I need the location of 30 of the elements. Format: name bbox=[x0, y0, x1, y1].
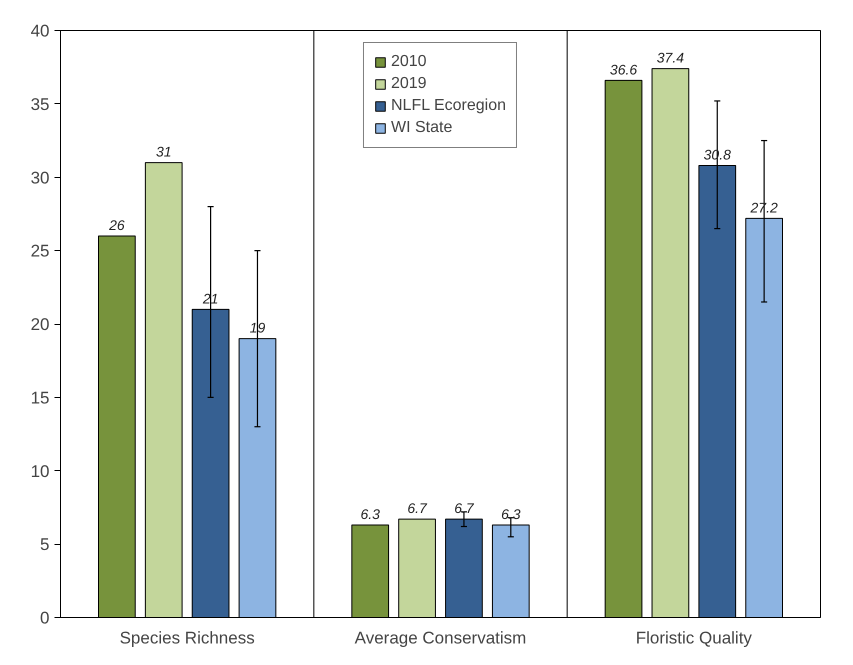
x-tick-label: Floristic Quality bbox=[636, 628, 752, 648]
bar bbox=[604, 80, 642, 618]
legend-label: NLFL Ecoregion bbox=[390, 97, 506, 115]
y-tick-label: 30 bbox=[30, 168, 50, 188]
data-label: 36.6 bbox=[610, 61, 638, 78]
bar bbox=[351, 524, 390, 618]
data-label: 6.3 bbox=[501, 506, 521, 522]
y-tick-label: 0 bbox=[40, 608, 50, 628]
bar bbox=[652, 68, 690, 618]
y-tick-label: 10 bbox=[30, 462, 50, 481]
data-label: 6.7 bbox=[454, 500, 475, 516]
y-tick-label: 40 bbox=[30, 22, 50, 40]
data-label: 31 bbox=[156, 144, 172, 160]
y-tick-label: 35 bbox=[30, 94, 50, 114]
data-label: 6.3 bbox=[360, 506, 380, 522]
legend-label: 2019 bbox=[390, 75, 427, 93]
y-tick-label: 25 bbox=[30, 242, 50, 261]
bar bbox=[144, 162, 183, 618]
y-tick-label: 5 bbox=[40, 535, 50, 554]
y-tick-label: 15 bbox=[30, 388, 50, 408]
x-tick-label: Species Richness bbox=[120, 628, 255, 648]
x-tick-label: Average Conservatism bbox=[354, 628, 526, 648]
data-label: 37.4 bbox=[656, 50, 684, 66]
legend-label: 2010 bbox=[390, 53, 427, 71]
legend-label: WI State bbox=[390, 119, 452, 137]
y-tick-label: 20 bbox=[30, 315, 50, 334]
bar bbox=[98, 235, 136, 618]
bar bbox=[398, 518, 436, 618]
data-label: 26 bbox=[108, 216, 125, 233]
data-label: 6.7 bbox=[407, 500, 428, 516]
